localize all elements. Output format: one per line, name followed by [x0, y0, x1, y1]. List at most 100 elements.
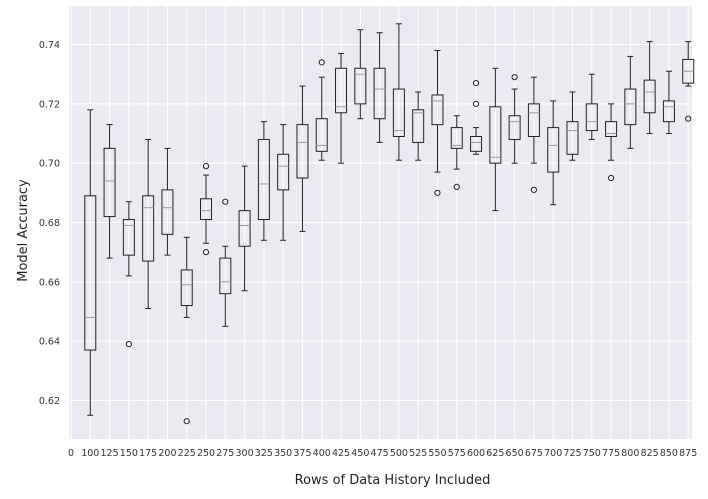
- box-700: [547, 100, 560, 206]
- box-iqr: [219, 257, 232, 295]
- y-tick-label: 0.68: [39, 218, 60, 229]
- box-series: [84, 23, 695, 425]
- box-150: [122, 201, 135, 348]
- box-iqr: [142, 195, 155, 262]
- box-iqr: [566, 121, 579, 155]
- outlier-point: [472, 80, 480, 87]
- box-iqr: [335, 67, 348, 114]
- box-iqr: [585, 103, 598, 132]
- outlier-point: [685, 115, 692, 122]
- x-tick-label: 825: [641, 448, 659, 459]
- x-tick-label: 625: [486, 448, 504, 459]
- box-750: [585, 73, 598, 140]
- box-iqr: [412, 109, 425, 143]
- y-tick-label: 0.74: [39, 40, 60, 51]
- box-iqr: [605, 121, 618, 137]
- box-525: [412, 91, 425, 161]
- box-200: [161, 147, 174, 256]
- box-600: [470, 80, 483, 155]
- outlier-point: [222, 198, 229, 205]
- outlier-point: [530, 186, 538, 193]
- x-tick-label: 700: [544, 448, 562, 459]
- box-825: [643, 41, 656, 135]
- box-225: [180, 236, 193, 425]
- x-tick-label: 525: [409, 448, 427, 459]
- box-100: [84, 109, 97, 416]
- box-500: [392, 23, 405, 161]
- box-450: [354, 29, 367, 120]
- x-axis-ticks: 0 100 125 150 175 200 225 250 275 300 325 350 375 400…: [68, 448, 697, 459]
- x-tick-label: 300: [236, 448, 254, 459]
- outlier-point: [183, 418, 190, 425]
- box-650: [508, 74, 521, 164]
- x-tick-label: 775: [602, 448, 620, 459]
- box-550: [431, 49, 444, 196]
- box-275: [219, 198, 232, 327]
- y-tick-label: 0.64: [39, 337, 60, 348]
- box-800: [624, 55, 637, 149]
- box-325: [257, 121, 270, 241]
- box-400: [315, 59, 328, 161]
- y-tick-label: 0.66: [39, 277, 60, 288]
- x-tick-label: 350: [274, 448, 292, 459]
- x-tick-label: 475: [371, 448, 389, 459]
- outlier-point: [202, 163, 210, 170]
- outlier-point: [202, 249, 210, 256]
- x-tick-label: 150: [120, 448, 138, 459]
- box-iqr: [122, 219, 135, 256]
- outlier-point: [453, 183, 460, 191]
- x-tick-label: 450: [351, 448, 369, 459]
- box-iqr: [662, 100, 675, 123]
- box-iqr: [277, 153, 290, 191]
- box-iqr: [527, 103, 540, 137]
- box-iqr: [508, 115, 521, 140]
- box-875: [682, 41, 695, 122]
- box-250: [200, 163, 213, 256]
- box-625: [489, 67, 502, 212]
- box-475: [373, 32, 386, 143]
- box-iqr: [180, 269, 193, 307]
- box-300: [238, 165, 251, 292]
- x-tick-label: 750: [583, 448, 601, 459]
- x-tick-label: 375: [293, 448, 311, 459]
- x-tick-label: 600: [467, 448, 485, 459]
- box-iqr: [161, 189, 174, 235]
- outlier-point: [511, 74, 518, 81]
- x-tick-label: 275: [216, 448, 234, 459]
- x-tick-label: 725: [563, 448, 581, 459]
- box-iqr: [547, 127, 560, 173]
- box-iqr: [624, 88, 637, 126]
- x-tick-label: 175: [139, 448, 157, 459]
- box-iqr: [450, 127, 463, 149]
- x-tick-label: 800: [621, 448, 639, 459]
- box-725: [566, 91, 579, 161]
- outlier-point: [434, 189, 441, 196]
- x-axis-title: Rows of Data History Included: [295, 473, 491, 488]
- x-tick-label: 400: [313, 448, 331, 459]
- x-tick-label: 575: [448, 448, 466, 459]
- outlier-point: [318, 59, 325, 66]
- box-125: [103, 124, 116, 259]
- y-tick-label: 0.70: [39, 159, 60, 170]
- x-tick-label: 325: [255, 448, 273, 459]
- box-175: [142, 138, 155, 310]
- y-tick-label: 0.72: [39, 99, 60, 110]
- box-iqr: [315, 118, 328, 152]
- x-tick-label: 125: [101, 448, 119, 459]
- box-350: [277, 124, 290, 241]
- box-850: [662, 70, 675, 135]
- outlier-point: [607, 174, 615, 182]
- box-iqr: [200, 198, 213, 221]
- box-iqr: [238, 210, 251, 247]
- x-tick-label: 200: [158, 448, 176, 459]
- box-iqr: [431, 94, 444, 126]
- box-iqr: [103, 147, 116, 218]
- box-iqr: [373, 67, 386, 120]
- box-iqr: [489, 106, 502, 164]
- x-tick-label: 250: [197, 448, 215, 459]
- x-tick-label: 875: [679, 448, 697, 459]
- x-tick-label: 850: [660, 448, 678, 459]
- box-425: [335, 52, 348, 164]
- box-iqr: [470, 135, 483, 152]
